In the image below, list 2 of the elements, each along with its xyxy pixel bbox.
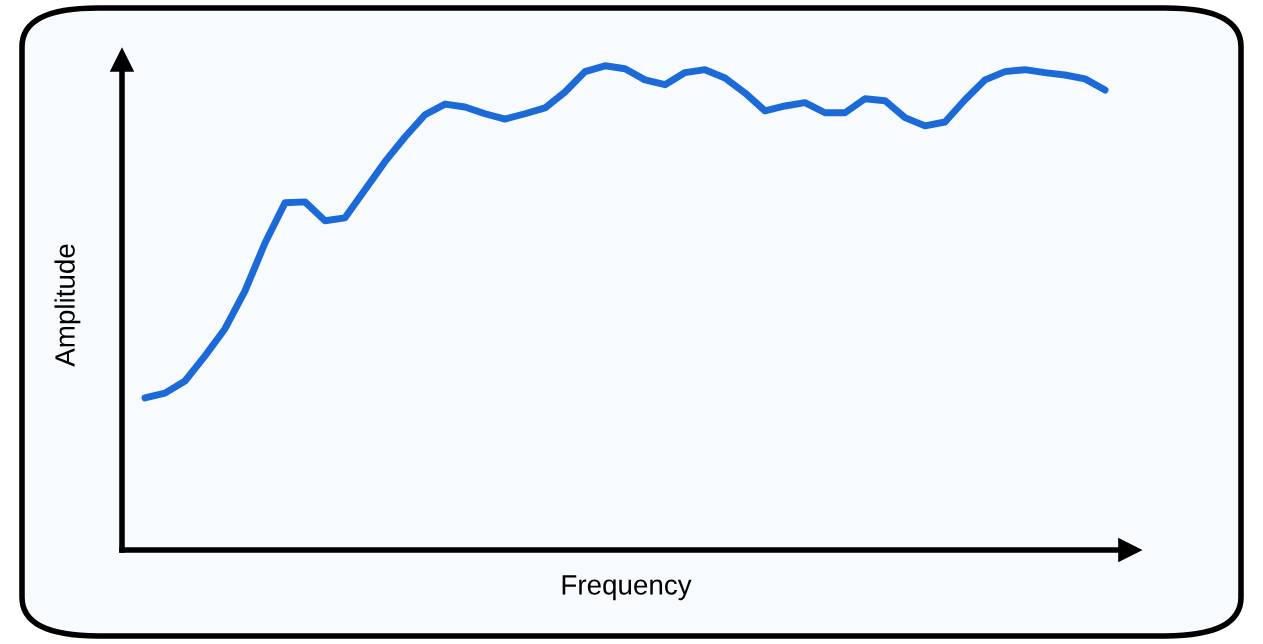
y-axis-title: Amplitude [54, 244, 81, 367]
x-axis-title: Frequency [562, 575, 692, 601]
